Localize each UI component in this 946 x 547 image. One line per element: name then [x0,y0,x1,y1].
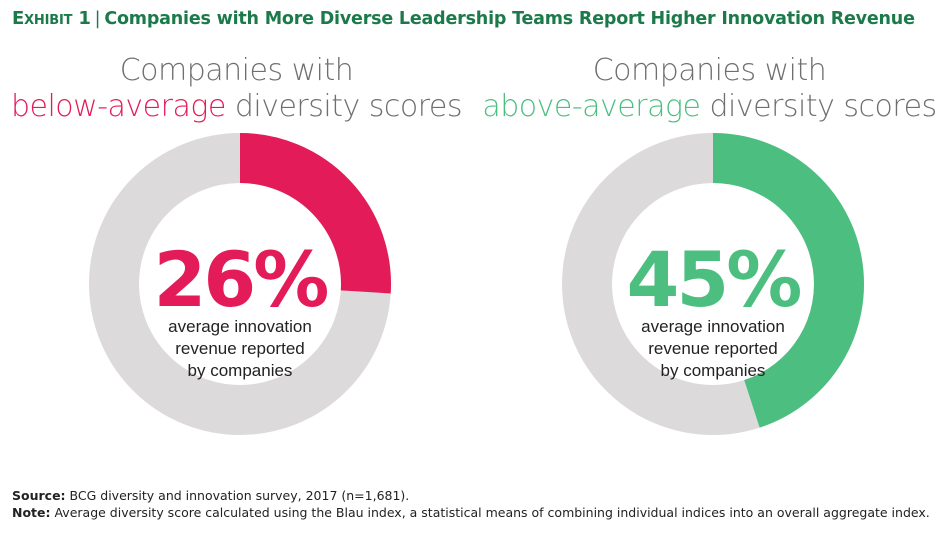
heading-rest: diversity scores [700,89,937,124]
note-line: Note: Average diversity score calculated… [12,504,932,521]
donut-value-arc [712,133,864,428]
source-text: BCG diversity and innovation survey, 201… [65,488,410,503]
chart-panel-above-average: Companies with above-average diversity s… [473,52,946,482]
caption-line: by companies [660,361,766,380]
title-text: Companies with More Diverse Leadership T… [104,9,915,29]
chart-footer: Source: BCG diversity and innovation sur… [12,487,932,521]
panel-heading-line1: Companies with [119,53,354,88]
chart-panel-below-average: Companies with below-average diversity s… [0,52,473,482]
caption-line: average innovation [168,317,312,336]
note-text: Average diversity score calculated using… [50,505,930,520]
heading-highlight: below-average [10,89,226,124]
exhibit-title: Exhibit 1 | Companies with More Diverse Le… [12,8,942,29]
value-caption: average innovation revenue reported by c… [140,316,340,382]
panel-heading-line2: above-average diversity scores [473,90,946,124]
caption-line: average innovation [641,317,785,336]
caption-line: revenue reported [175,339,305,358]
source-line: Source: BCG diversity and innovation sur… [12,487,932,504]
exhibit-label: Exhibit 1 [12,8,91,29]
heading-rest: diversity scores [225,89,463,124]
source-label: Source: [12,488,66,503]
donut-chart [562,133,864,435]
note-label: Note: [12,505,51,520]
caption-line: by companies [187,361,293,380]
panel-heading-line1: Companies with [592,53,827,88]
percentage-value: 26% [153,235,330,324]
percentage-value: 45% [626,235,803,324]
value-caption: average innovation revenue reported by c… [613,316,813,382]
donut-chart [89,133,391,435]
donut-value-arc [239,133,391,294]
panel-heading-line2: below-average diversity scores [0,90,473,124]
title-separator: | [94,9,101,29]
heading-highlight: above-average [482,89,701,124]
caption-line: revenue reported [648,339,778,358]
